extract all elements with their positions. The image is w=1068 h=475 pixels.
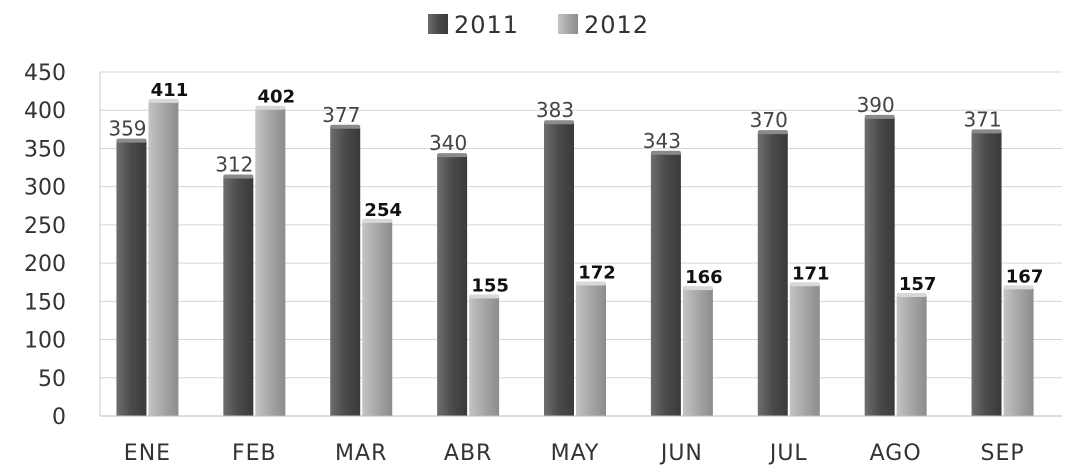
x-tick-label-MAY: MAY xyxy=(551,441,600,466)
bar-2012-JUL xyxy=(789,285,820,416)
bar-2012-MAY xyxy=(576,284,606,416)
data-label-2011-AGO: 390 xyxy=(857,93,895,117)
y-tick-label-100: 100 xyxy=(24,329,66,354)
y-tick-label-250: 250 xyxy=(24,214,66,239)
data-label-2012-FEB: 402 xyxy=(258,87,296,108)
legend-label-2011: 2011 xyxy=(454,11,519,39)
data-label-2011-FEB: 312 xyxy=(215,152,253,176)
bar-cap-2012-MAY xyxy=(576,281,606,286)
data-label-2011-ABR: 340 xyxy=(429,131,467,155)
y-tick-label-150: 150 xyxy=(24,290,66,315)
x-axis: ENE FEB MAR ABR MAY JUN JUL AGO SEP xyxy=(100,415,1062,466)
x-tick-label-ENE: ENE xyxy=(124,441,171,466)
bar-cap-2012-AGO xyxy=(896,292,927,297)
bar-2011-ABR xyxy=(437,156,468,417)
bar-2012-MAR xyxy=(362,221,393,416)
x-tick-label-AGO: AGO xyxy=(870,441,922,466)
data-label-2012-MAR: 254 xyxy=(364,200,402,221)
data-label-2011-ENE: 359 xyxy=(108,117,146,141)
bar-cap-2011-JUN xyxy=(650,150,681,155)
data-label-2012-JUN: 166 xyxy=(685,267,723,288)
bar-2011-JUL xyxy=(757,133,788,416)
bar-2011-ENE xyxy=(116,141,147,416)
data-label-2011-MAR: 377 xyxy=(322,103,360,127)
y-tick-label-400: 400 xyxy=(24,99,66,124)
data-label-2012-ABR: 155 xyxy=(471,276,509,297)
x-tick-label-ABR: ABR xyxy=(444,441,492,466)
y-tick-label-350: 350 xyxy=(24,137,66,162)
data-label-2011-JUL: 370 xyxy=(750,108,788,132)
bar-2011-MAY xyxy=(544,123,574,417)
y-tick-label-0: 0 xyxy=(52,405,66,430)
bar-cap-2011-SEP xyxy=(971,129,1002,134)
legend: 2011 2012 xyxy=(428,11,649,39)
bar-2011-JUN xyxy=(650,153,681,416)
legend-swatch-2011 xyxy=(428,14,448,34)
data-label-2012-SEP: 167 xyxy=(1006,266,1044,287)
data-label-2012-MAY: 172 xyxy=(578,263,616,284)
bar-cap-2012-MAR xyxy=(362,218,393,223)
bar-cap-2011-MAR xyxy=(330,124,361,129)
bar-2011-SEP xyxy=(971,132,1002,416)
bar-cap-2012-FEB xyxy=(255,105,286,110)
bar-cap-2011-FEB xyxy=(223,174,254,179)
bar-cap-2012-SEP xyxy=(1003,285,1034,290)
y-tick-label-50: 50 xyxy=(38,367,66,392)
data-label-2012-AGO: 157 xyxy=(899,274,937,295)
data-label-2012-ENE: 411 xyxy=(151,80,189,101)
y-axis: 0 50 100 150 200 250 300 350 400 450 xyxy=(24,61,101,430)
y-tick-label-450: 450 xyxy=(24,61,66,86)
bar-cap-2011-MAY xyxy=(544,120,574,125)
x-tick-label-SEP: SEP xyxy=(980,441,1024,466)
x-tick-label-JUN: JUN xyxy=(659,441,703,466)
legend-label-2012: 2012 xyxy=(584,11,649,39)
bar-cap-2012-ABR xyxy=(469,294,500,299)
bar-2012-ENE xyxy=(148,101,179,417)
bar-cap-2011-AGO xyxy=(864,114,895,119)
data-label-2012-JUL: 171 xyxy=(792,263,830,284)
bar-cap-2012-ENE xyxy=(148,98,179,103)
bar-cap-2012-JUN xyxy=(682,286,713,291)
x-tick-label-FEB: FEB xyxy=(232,441,277,466)
y-tick-label-200: 200 xyxy=(24,252,66,277)
bar-2012-JUN xyxy=(682,289,713,416)
data-label-2011-SEP: 371 xyxy=(963,107,1001,131)
bar-cap-2011-JUL xyxy=(757,130,788,135)
bar-2012-SEP xyxy=(1003,288,1034,416)
x-tick-label-MAR: MAR xyxy=(335,441,387,466)
bar-cap-2011-ENE xyxy=(116,138,147,143)
data-label-2011-MAY: 383 xyxy=(536,98,574,122)
bar-2011-AGO xyxy=(864,117,895,416)
bar-2012-FEB xyxy=(255,108,286,417)
bar-2012-AGO xyxy=(896,295,927,416)
bar-cap-2012-JUL xyxy=(789,282,820,287)
y-tick-label-300: 300 xyxy=(24,176,66,201)
bar-cap-2011-ABR xyxy=(437,153,468,158)
bar-2011-MAR xyxy=(330,127,361,416)
data-label-2011-JUN: 343 xyxy=(643,129,681,153)
x-tick-label-JUL: JUL xyxy=(768,441,808,466)
bar-2012-ABR xyxy=(469,297,500,416)
bar-2011-FEB xyxy=(223,177,254,416)
legend-swatch-2012 xyxy=(558,14,578,34)
